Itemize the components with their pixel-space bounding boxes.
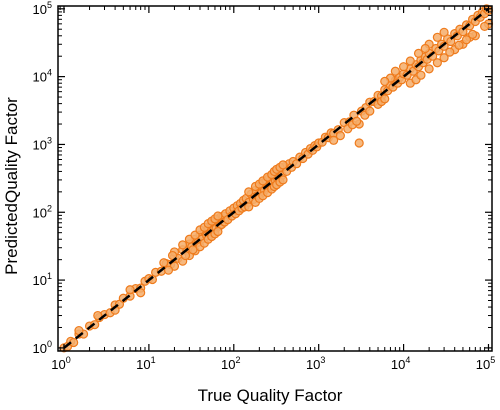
data-point xyxy=(413,48,424,59)
data-point xyxy=(365,106,375,116)
data-point xyxy=(416,70,426,80)
data-point xyxy=(213,226,223,237)
data-point xyxy=(454,40,464,50)
data-point xyxy=(398,62,409,72)
data-point xyxy=(159,258,169,268)
x-tick-label: 101 xyxy=(136,355,155,372)
data-point xyxy=(420,43,430,54)
x-tick-label: 105 xyxy=(476,355,495,372)
reference-line-layer xyxy=(63,7,490,349)
x-tick-label: 102 xyxy=(221,355,240,372)
y-tick-label: 105 xyxy=(33,0,52,17)
data-point xyxy=(480,21,490,32)
data-point xyxy=(432,58,442,68)
data-point xyxy=(390,66,400,76)
y-tick-label: 100 xyxy=(33,339,52,356)
data-point xyxy=(352,116,362,126)
data-point xyxy=(93,310,103,321)
data-point xyxy=(380,94,390,104)
data-point xyxy=(136,288,146,298)
data-point xyxy=(439,27,449,37)
x-tick-label: 104 xyxy=(391,355,410,372)
data-point xyxy=(461,35,472,45)
data-point xyxy=(335,131,345,141)
data-point xyxy=(278,160,288,170)
y-tick-label: 103 xyxy=(33,135,52,152)
y-tick-label: 101 xyxy=(33,271,52,288)
data-point xyxy=(244,187,254,197)
y-tick-label: 102 xyxy=(33,203,52,220)
data-point xyxy=(125,285,135,295)
x-axis-label: True Quality Factor xyxy=(198,386,343,405)
reference-line xyxy=(63,7,490,349)
data-point xyxy=(178,240,188,250)
data-point xyxy=(278,175,288,185)
x-tick-label: 100 xyxy=(51,355,70,372)
data-point xyxy=(167,250,178,261)
data-point xyxy=(439,53,449,63)
data-point xyxy=(424,64,434,74)
data-point xyxy=(329,135,339,145)
y-tick-label: 104 xyxy=(33,68,52,85)
data-point xyxy=(445,47,455,57)
data-point xyxy=(354,138,364,148)
data-point xyxy=(244,202,254,212)
data-point xyxy=(213,211,223,221)
y-axis-label: PredictedQuality Factor xyxy=(2,97,21,275)
data-point xyxy=(380,76,390,87)
plot-frame xyxy=(57,5,493,352)
x-tick-label: 103 xyxy=(306,355,325,372)
data-point xyxy=(163,265,174,275)
data-point xyxy=(188,245,198,255)
data-point xyxy=(468,29,478,39)
y-axis-ticks: 100 101 102 103 104 105 xyxy=(33,0,492,356)
x-axis-ticks: 100 101 102 103 104 105 xyxy=(51,6,495,372)
data-point xyxy=(405,56,415,66)
data-point xyxy=(432,32,442,42)
